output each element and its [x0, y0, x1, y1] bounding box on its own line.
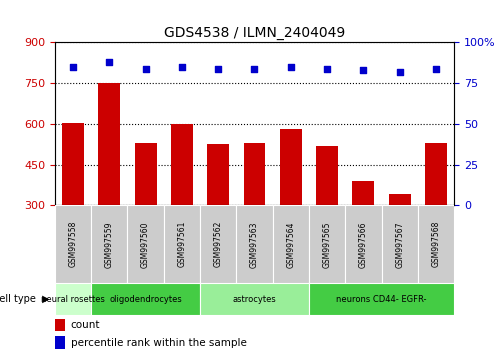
Bar	[352, 181, 374, 205]
Bar	[55, 336, 65, 349]
Text: cell type  ▶: cell type ▶	[0, 294, 50, 304]
Bar	[425, 143, 447, 205]
Bar	[55, 283, 91, 315]
Bar	[389, 194, 411, 205]
Bar	[91, 205, 127, 283]
Bar	[55, 319, 65, 331]
Bar	[135, 143, 157, 205]
Bar	[382, 205, 418, 283]
Point	[69, 64, 77, 70]
Bar	[62, 122, 84, 205]
Bar	[418, 205, 454, 283]
Text: GSM997568: GSM997568	[432, 221, 441, 268]
Bar	[91, 283, 200, 315]
Point	[142, 66, 150, 72]
Text: neurons CD44- EGFR-: neurons CD44- EGFR-	[336, 295, 427, 304]
Text: GSM997565: GSM997565	[322, 221, 331, 268]
Bar	[200, 283, 309, 315]
Text: GSM997566: GSM997566	[359, 221, 368, 268]
Text: GSM997563: GSM997563	[250, 221, 259, 268]
Text: astrocytes: astrocytes	[233, 295, 276, 304]
Point	[178, 64, 186, 70]
Text: GSM997562: GSM997562	[214, 221, 223, 268]
Point	[214, 66, 222, 72]
Text: percentile rank within the sample: percentile rank within the sample	[71, 338, 247, 348]
Bar	[207, 144, 229, 205]
Point	[323, 66, 331, 72]
Bar	[98, 83, 120, 205]
Text: GSM997564: GSM997564	[286, 221, 295, 268]
Point	[287, 64, 295, 70]
Bar	[244, 143, 265, 205]
Point	[105, 59, 113, 65]
Text: GSM997558: GSM997558	[68, 221, 77, 268]
Text: GSM997567: GSM997567	[395, 221, 404, 268]
Bar	[164, 205, 200, 283]
Text: GSM997561: GSM997561	[178, 221, 187, 268]
Text: oligodendrocytes: oligodendrocytes	[109, 295, 182, 304]
Bar	[280, 129, 302, 205]
Bar	[345, 205, 382, 283]
Bar	[127, 205, 164, 283]
Bar	[272, 205, 309, 283]
Text: GSM997559: GSM997559	[105, 221, 114, 268]
Bar	[200, 205, 237, 283]
Bar	[309, 205, 345, 283]
Bar	[55, 205, 91, 283]
Point	[359, 67, 367, 73]
Point	[250, 66, 258, 72]
Text: neural rosettes: neural rosettes	[41, 295, 105, 304]
Title: GDS4538 / ILMN_2404049: GDS4538 / ILMN_2404049	[164, 26, 345, 40]
Point	[396, 69, 404, 75]
Bar	[316, 145, 338, 205]
Bar	[237, 205, 272, 283]
Text: count: count	[71, 320, 100, 330]
Text: GSM997560: GSM997560	[141, 221, 150, 268]
Bar	[309, 283, 454, 315]
Point	[432, 66, 440, 72]
Bar	[171, 124, 193, 205]
